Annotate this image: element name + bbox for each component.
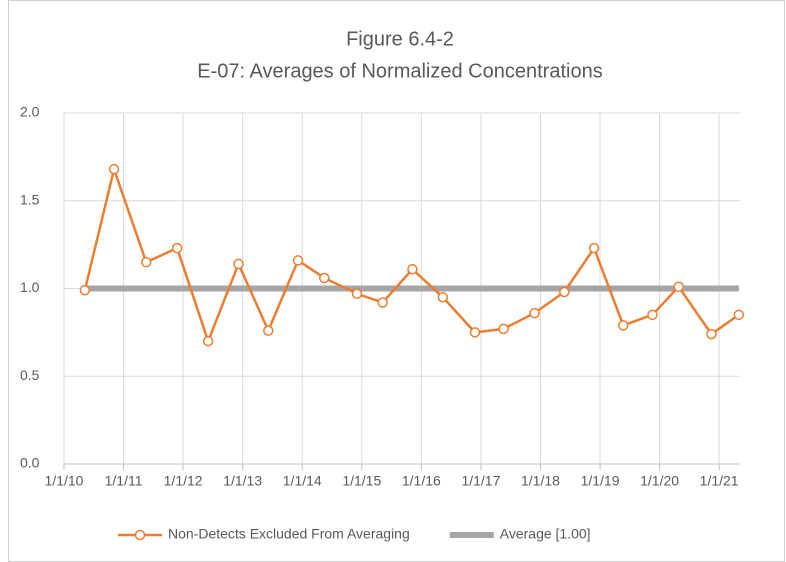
legend-marker	[134, 529, 146, 541]
y-tick-label: 0.5	[20, 367, 40, 383]
x-tick-label: 1/1/19	[581, 473, 620, 489]
y-tick-label: 2.0	[20, 104, 40, 120]
chart-title: Figure 6.4-2	[346, 28, 454, 50]
x-tick-label: 1/1/20	[640, 473, 679, 489]
x-tick-label: 1/1/15	[342, 473, 381, 489]
x-tick-label: 1/1/10	[45, 473, 84, 489]
data-point	[733, 309, 745, 321]
data-point	[706, 328, 717, 340]
x-tick-label: 1/1/11	[105, 473, 143, 489]
data-point	[79, 285, 91, 296]
x-tick-label: 1/1/18	[521, 473, 560, 489]
data-point	[233, 258, 244, 270]
data-point	[588, 242, 600, 254]
y-tick-label: 0.0	[20, 455, 40, 471]
x-tick-label: 1/1/14	[283, 473, 322, 489]
data-point	[202, 335, 214, 347]
chart-border	[8, 0, 785, 562]
legend-label: Non-Detects Excluded From Averaging	[168, 526, 410, 542]
data-point	[140, 256, 152, 268]
data-point	[351, 288, 363, 300]
data-point	[469, 327, 481, 338]
data-point	[108, 163, 120, 175]
chart-subtitle: E-07: Averages of Normalized Concentrati…	[197, 60, 602, 82]
data-point	[498, 323, 509, 335]
data-point	[647, 309, 658, 321]
data-point	[319, 272, 330, 284]
x-tick-label: 1/1/21	[700, 473, 739, 489]
x-tick-label: 1/1/13	[223, 473, 262, 489]
data-point	[529, 307, 540, 319]
y-tick-label: 1.5	[20, 191, 40, 207]
data-point	[559, 286, 570, 298]
data-point	[377, 297, 388, 308]
x-tick-label: 1/1/16	[402, 473, 441, 489]
data-point	[437, 292, 449, 303]
data-point	[263, 325, 274, 336]
legend-label: Average [1.00]	[500, 526, 591, 542]
x-tick-label: 1/1/17	[461, 473, 500, 489]
data-point	[407, 263, 418, 275]
data-point	[673, 281, 684, 292]
data-point	[171, 242, 183, 254]
data-point	[618, 320, 629, 331]
y-tick-label: 1.0	[20, 279, 40, 295]
data-point	[292, 255, 304, 266]
x-tick-label: 1/1/12	[164, 473, 203, 489]
